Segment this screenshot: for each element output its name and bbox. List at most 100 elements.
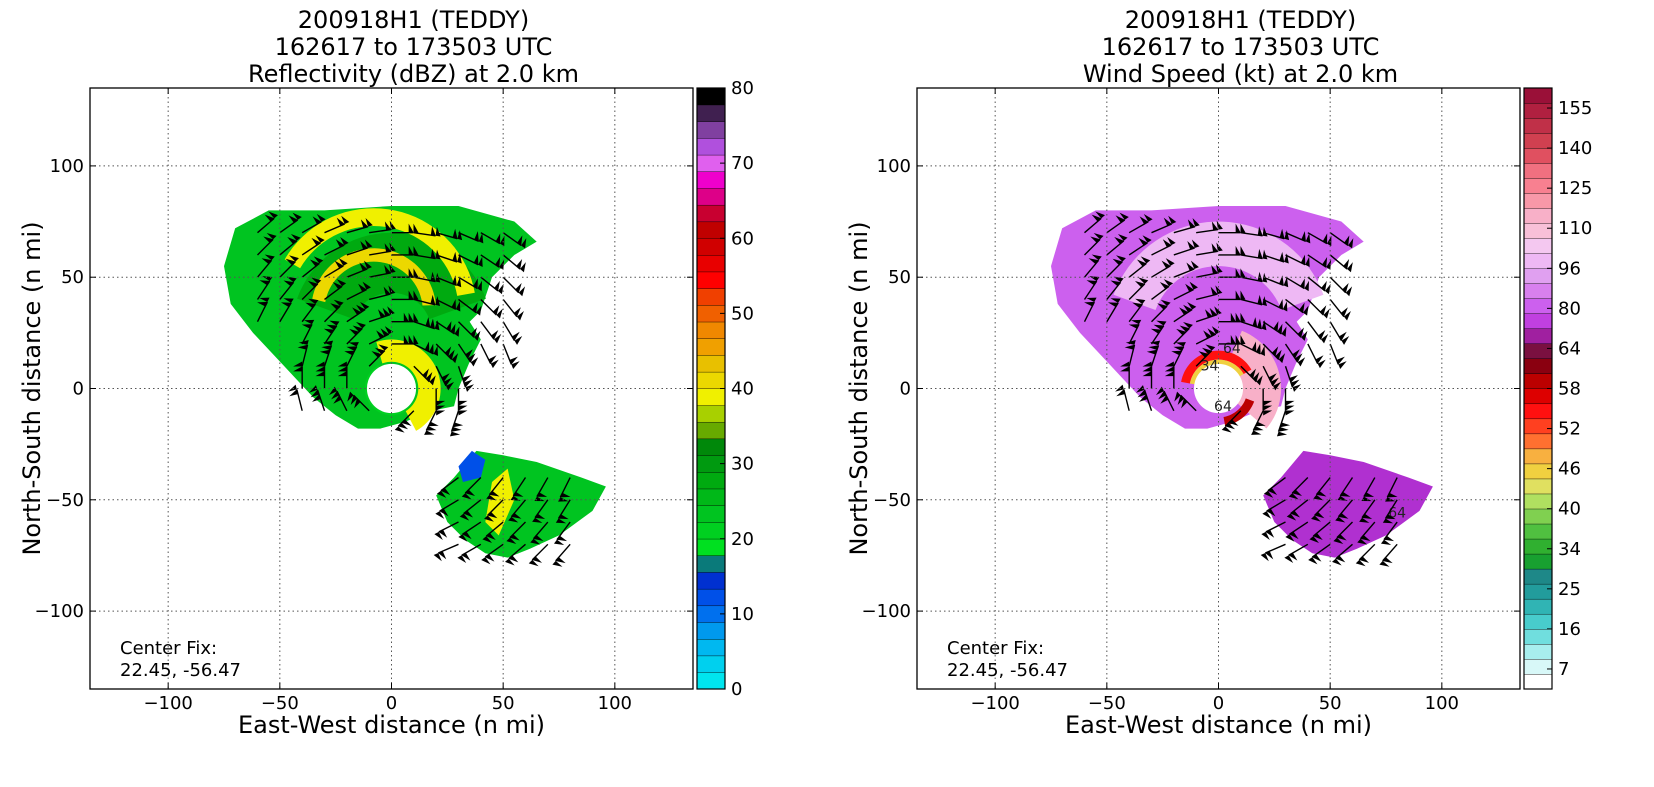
barb-flag [438,529,448,538]
barb-flag [491,330,499,340]
wind-barb [436,476,459,498]
barb-staff [480,232,501,245]
colorbar-segment [1523,613,1553,630]
colorbar-segment [696,438,726,456]
barb-flag [1332,558,1342,566]
x-tick-label: 0 [1213,693,1224,714]
barb-staff [324,305,341,323]
barb-flag [335,239,345,248]
barb-flag [528,559,539,567]
barb-flag [401,419,412,426]
wind-barb [1083,276,1100,300]
barb-staff [324,285,343,301]
colorbar-segment [1523,568,1553,585]
barb-staff [1262,276,1284,287]
wind-barb [1357,521,1376,545]
barb-flag [555,518,567,524]
wind-barb [256,276,273,300]
barb-flag [1344,235,1350,246]
barb-staff [369,250,391,256]
barb-flag [453,422,464,428]
wind-barb [424,410,439,435]
barb-flag [360,219,369,228]
x-tick-label: 100 [1425,693,1459,714]
barb-flag [1304,280,1309,292]
barb-flag [285,258,296,266]
wind-barb [435,499,459,519]
barb-flag [290,233,301,241]
colorbar-tick-label: 155 [1558,98,1592,119]
barb-flag [337,361,347,367]
barb-flag [311,237,321,246]
colorbar-segment [696,471,726,490]
barb-flag [364,239,373,248]
barb-flag [520,262,526,273]
barb-flag [424,341,430,352]
colorbar-segment [1523,223,1553,239]
barb-flag [1263,405,1273,411]
barb-staff [1329,254,1348,270]
barb-flag [308,298,319,305]
barb-flag [347,391,354,402]
barb-flag [1240,223,1246,233]
barb-flag [280,302,292,308]
barb-staff [1337,499,1354,518]
barb-staff [480,254,500,268]
chart-title-line-3: Reflectivity (dBZ) at 2.0 km [248,60,579,88]
barb-flag [1265,529,1275,538]
colorbar-segment [696,638,726,657]
wind-barb [394,410,415,433]
wind-barb [413,365,436,386]
barb-flag [490,359,499,369]
colorbar-tick-label: 10 [731,604,754,625]
barb-flag [1216,220,1223,230]
barb-staff [413,231,436,237]
barb-flag [1221,426,1232,433]
barb-flag [1235,290,1241,300]
barb-flag [310,389,320,398]
wind-barb [1307,276,1331,295]
wind-barb [1379,543,1398,567]
barb-flag [1311,515,1321,522]
colorbar-segment [1523,628,1553,645]
barb-flag [1148,345,1159,350]
barb-flag [455,301,461,312]
barb-flag [1143,213,1153,222]
wind-barb [502,254,526,273]
wind-barb [328,386,348,412]
wind-barb [1262,388,1273,416]
wind-barb [502,276,526,297]
barb-flag [465,384,474,392]
wind-barb [391,290,419,301]
wind-barb [1240,317,1267,331]
barb-staff [1329,299,1345,318]
barb-flag [1203,330,1212,339]
wind-barb [1115,384,1130,411]
barb-flag [516,259,523,270]
barb-flag [328,386,337,396]
barb-staff [502,254,521,270]
wind-barb [1195,285,1223,301]
barb-flag [1343,259,1350,270]
barb-flag [1153,324,1164,330]
wind-barb [293,361,303,389]
barb-flag [1142,235,1152,243]
barb-staff [1252,410,1264,431]
barb-flag [1086,297,1097,303]
barb-flag [1120,361,1130,367]
wind-barb [1262,298,1288,312]
barb-flag [1214,306,1222,315]
barb-flag [1257,248,1263,259]
barb-flag [1162,239,1172,248]
wind-barb [324,299,344,323]
barb-flag [1201,347,1212,355]
barb-flag [1167,237,1176,246]
barb-staff [1128,344,1136,367]
wind-barb [1240,365,1263,386]
barb-flag [1177,395,1185,405]
barb-flag [309,385,318,393]
barb-flag [289,389,299,397]
colorbar-segment [1523,162,1553,179]
x-tick-label: 50 [1319,693,1342,714]
colorbar-segment [696,571,726,590]
